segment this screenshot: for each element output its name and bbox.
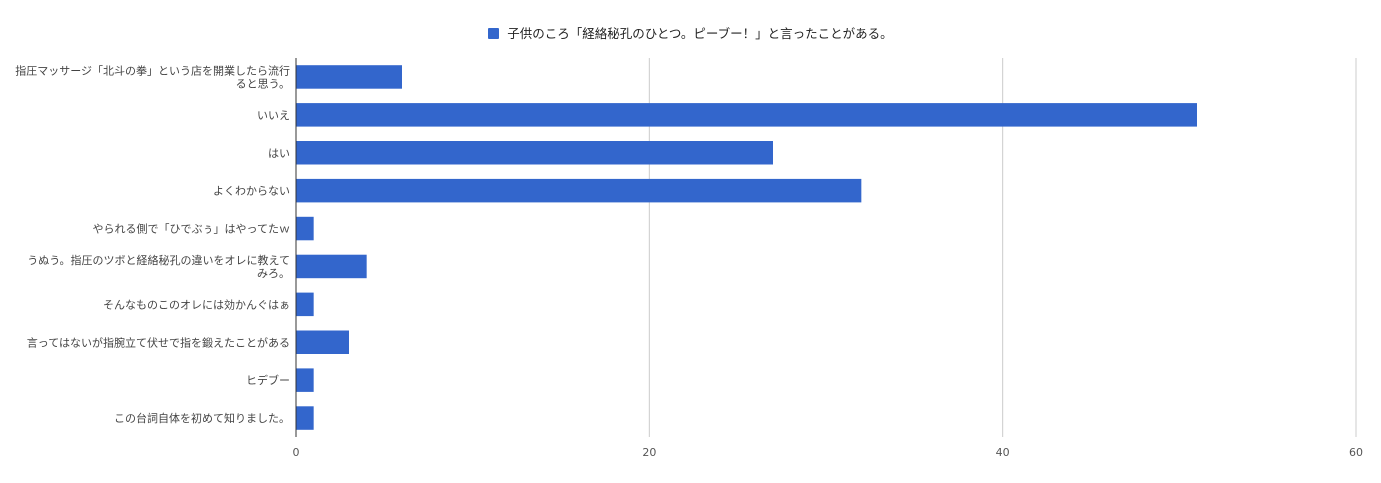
bar xyxy=(296,103,1197,127)
category-label: この台詞自体を初めて知りました。 xyxy=(114,411,290,425)
bar xyxy=(296,254,367,279)
bar xyxy=(296,216,314,241)
category-label: いいえ xyxy=(257,109,290,122)
category-label: ヒデブー xyxy=(246,373,290,387)
bar xyxy=(296,178,862,203)
category-label: ると思う。 xyxy=(236,77,290,90)
category-label: うぬう。指圧のツボと経絡秘孔の違いをオレに教えて xyxy=(27,253,290,267)
category-label: みろ。 xyxy=(257,267,290,280)
category-label: よくわからない xyxy=(213,185,290,198)
x-tick-label: 20 xyxy=(642,446,656,459)
category-label: やられる側で「ひでぶぅ」はやってたｗ xyxy=(93,223,290,236)
category-label: 指圧マッサージ「北斗の拳」という店を開業したら流行 xyxy=(15,63,290,77)
bar xyxy=(296,406,314,430)
bar xyxy=(296,141,773,165)
legend-swatch xyxy=(488,28,500,39)
chart-legend: 子供のころ「経絡秘孔のひとつ。ピーブー！」と言ったことがある。 xyxy=(0,23,1381,42)
legend-label: 子供のころ「経絡秘孔のひとつ。ピーブー！」と言ったことがある。 xyxy=(507,26,893,41)
x-tick-label: 60 xyxy=(1349,446,1363,459)
bar xyxy=(296,292,314,317)
bar xyxy=(296,368,314,392)
bar xyxy=(296,65,402,89)
category-label: 言ってはないが指腕立て伏せで指を鍛えたことがある xyxy=(27,335,290,349)
bar xyxy=(296,330,349,354)
x-tick-label: 40 xyxy=(996,446,1010,459)
category-label: そんなものこのオレには効かんぐはぁ xyxy=(103,297,290,311)
x-tick-label: 0 xyxy=(293,446,300,459)
category-label: はい xyxy=(268,147,290,160)
